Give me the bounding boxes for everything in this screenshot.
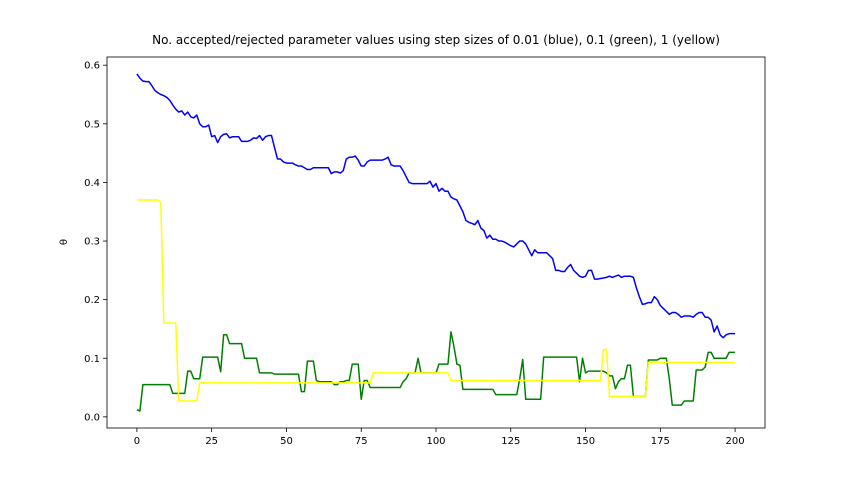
y-tick-label: 0.0 — [84, 412, 100, 423]
x-tick-label: 25 — [205, 436, 218, 447]
x-tick-label: 150 — [576, 436, 595, 447]
x-tick-label: 50 — [280, 436, 293, 447]
x-tick-label: 125 — [501, 436, 520, 447]
y-tick-label: 0.5 — [84, 119, 100, 130]
y-tick-label: 0.6 — [84, 61, 100, 72]
y-tick-label: 0.2 — [84, 295, 100, 306]
y-tick-label: 0.1 — [84, 354, 100, 365]
x-tick-label: 200 — [726, 436, 745, 447]
chart-title: No. accepted/rejected parameter values u… — [152, 33, 720, 47]
series-line — [136, 73, 736, 339]
y-tick-label: 0.3 — [84, 237, 100, 248]
y-axis-label: θ — [59, 239, 70, 245]
y-tick-label: 0.4 — [84, 178, 100, 189]
series-line — [136, 199, 736, 402]
x-tick-label: 100 — [426, 436, 445, 447]
x-tick-label: 75 — [355, 436, 368, 447]
x-tick-label: 0 — [134, 436, 140, 447]
x-tick-label: 175 — [651, 436, 670, 447]
plot-frame — [106, 56, 766, 429]
